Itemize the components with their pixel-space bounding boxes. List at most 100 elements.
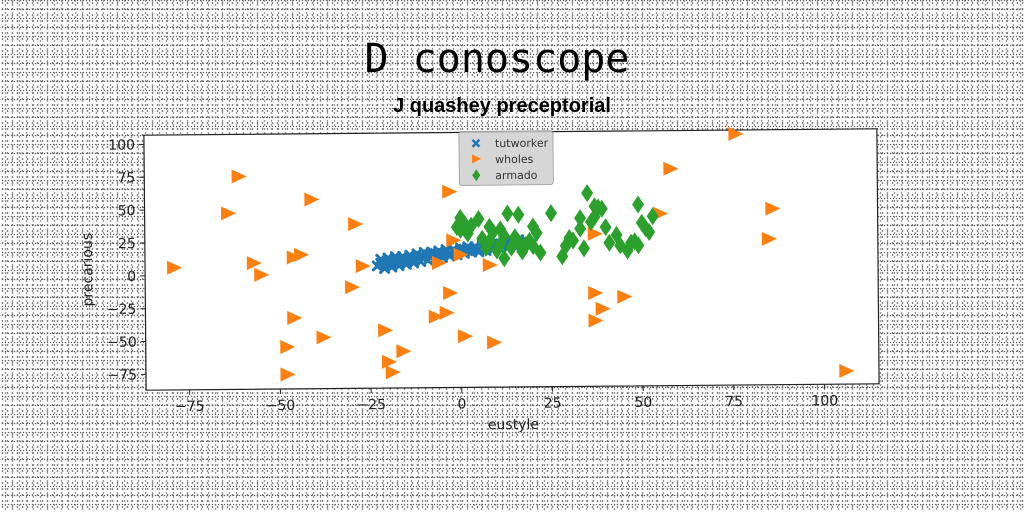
armado-point xyxy=(545,204,558,223)
armado-point xyxy=(501,204,514,223)
armado-point xyxy=(534,243,547,262)
wholes-point xyxy=(385,365,401,380)
wholes-point xyxy=(304,192,320,207)
wholes-point xyxy=(765,201,781,216)
armado-point xyxy=(483,217,496,236)
series-layer xyxy=(167,127,855,382)
armado-point xyxy=(519,235,532,254)
legend-label-wholes: wholes xyxy=(495,153,534,166)
legend-marker-tutworker xyxy=(471,138,481,148)
armado-point xyxy=(523,231,536,250)
y-tick-label: 25 xyxy=(118,236,136,252)
wholes-point xyxy=(617,289,633,304)
wholes-point xyxy=(446,233,462,248)
armado-point xyxy=(574,219,587,238)
armado-point xyxy=(588,197,601,216)
armado-point xyxy=(621,241,634,260)
legend-marker-armado xyxy=(472,169,481,182)
wholes-point xyxy=(355,259,371,274)
legend-label-tutworker: tutworker xyxy=(495,137,549,150)
wholes-point xyxy=(167,260,183,275)
chart-subtitle: J quashey preceptorial xyxy=(393,95,611,117)
armado-point xyxy=(461,224,474,243)
y-axis: 100 75 50 25 0 −25 −50 −75 xyxy=(107,137,146,384)
wholes-point xyxy=(482,258,498,273)
wholes-point xyxy=(443,285,459,300)
armado-point xyxy=(632,236,645,255)
armado-point xyxy=(563,228,576,247)
y-tick-label: −25 xyxy=(107,302,137,318)
wholes-point xyxy=(378,323,394,338)
series-armado xyxy=(450,184,659,268)
y-axis-label: precarious xyxy=(80,233,97,307)
legend-label-armado: armado xyxy=(495,169,538,182)
wholes-point xyxy=(442,184,458,199)
plot-area: −75 −50 −25 0 25 50 75 100 1007550250−25−50−75 … xyxy=(80,127,880,433)
wholes-point xyxy=(246,256,262,271)
wholes-point xyxy=(231,169,247,184)
armado-point xyxy=(599,218,612,237)
armado-point xyxy=(494,234,507,253)
wholes-point xyxy=(348,217,364,232)
wholes-point xyxy=(286,250,302,265)
wholes-point xyxy=(254,267,270,282)
y-tick-label: 75 xyxy=(117,170,135,186)
wholes-point xyxy=(431,255,447,270)
x-axis: −75 −50 −25 0 25 50 75 100 xyxy=(175,384,838,415)
armado-point xyxy=(646,207,659,226)
x-tick-label: 0 xyxy=(457,396,466,412)
y-tick-label: −75 xyxy=(107,367,137,383)
wholes-point xyxy=(439,305,455,320)
wholes-point xyxy=(487,335,503,350)
y-tick-label: −50 xyxy=(107,335,137,351)
y-tick-label: 0 xyxy=(127,269,136,285)
wholes-point xyxy=(316,330,332,345)
legend: tutworker wholes armado xyxy=(458,130,554,186)
armado-point xyxy=(490,241,503,260)
armado-point xyxy=(512,205,525,224)
y-tick-label: 100 xyxy=(108,137,135,153)
armado-point xyxy=(574,209,587,228)
armado-point xyxy=(585,212,598,231)
x-tick-label: 25 xyxy=(544,396,562,412)
series-wholes xyxy=(167,127,855,382)
wholes-point xyxy=(381,354,398,369)
x-tick-label: 100 xyxy=(811,393,838,409)
armado-point xyxy=(472,210,485,229)
wholes-point xyxy=(588,286,604,301)
armado-point xyxy=(603,233,616,252)
armado-point xyxy=(516,242,529,261)
y-tick-label: 50 xyxy=(118,203,136,219)
armado-point xyxy=(559,236,572,255)
wholes-point xyxy=(280,339,296,354)
x-tick-label: 75 xyxy=(725,394,743,410)
x-tick-label: −50 xyxy=(266,398,296,414)
legend-marker-wholes xyxy=(472,154,482,164)
armado-point xyxy=(577,239,590,258)
armado-point xyxy=(483,232,496,251)
armado-point xyxy=(643,223,656,242)
armado-point xyxy=(530,223,543,242)
wholes-point xyxy=(663,161,679,176)
x-tick-label: −75 xyxy=(175,399,205,415)
chart-title: D conoscope xyxy=(365,36,630,82)
wholes-point xyxy=(396,344,412,359)
wholes-point xyxy=(453,247,469,262)
x-tick-label: −25 xyxy=(356,397,386,413)
wholes-point xyxy=(728,127,744,142)
x-tick-label: 50 xyxy=(634,395,652,411)
armado-point xyxy=(632,195,645,214)
wholes-point xyxy=(457,329,473,344)
wholes-point xyxy=(287,310,303,325)
armado-point xyxy=(505,238,518,257)
wholes-point xyxy=(220,206,237,221)
armado-point xyxy=(465,216,478,235)
x-axis-label: eustyle xyxy=(488,417,539,433)
armado-point xyxy=(581,184,594,203)
armado-point xyxy=(556,247,569,266)
wholes-point xyxy=(588,313,604,328)
wholes-point xyxy=(280,367,296,382)
armado-point xyxy=(479,238,492,257)
legend-item-tutworker: tutworker xyxy=(471,137,549,150)
